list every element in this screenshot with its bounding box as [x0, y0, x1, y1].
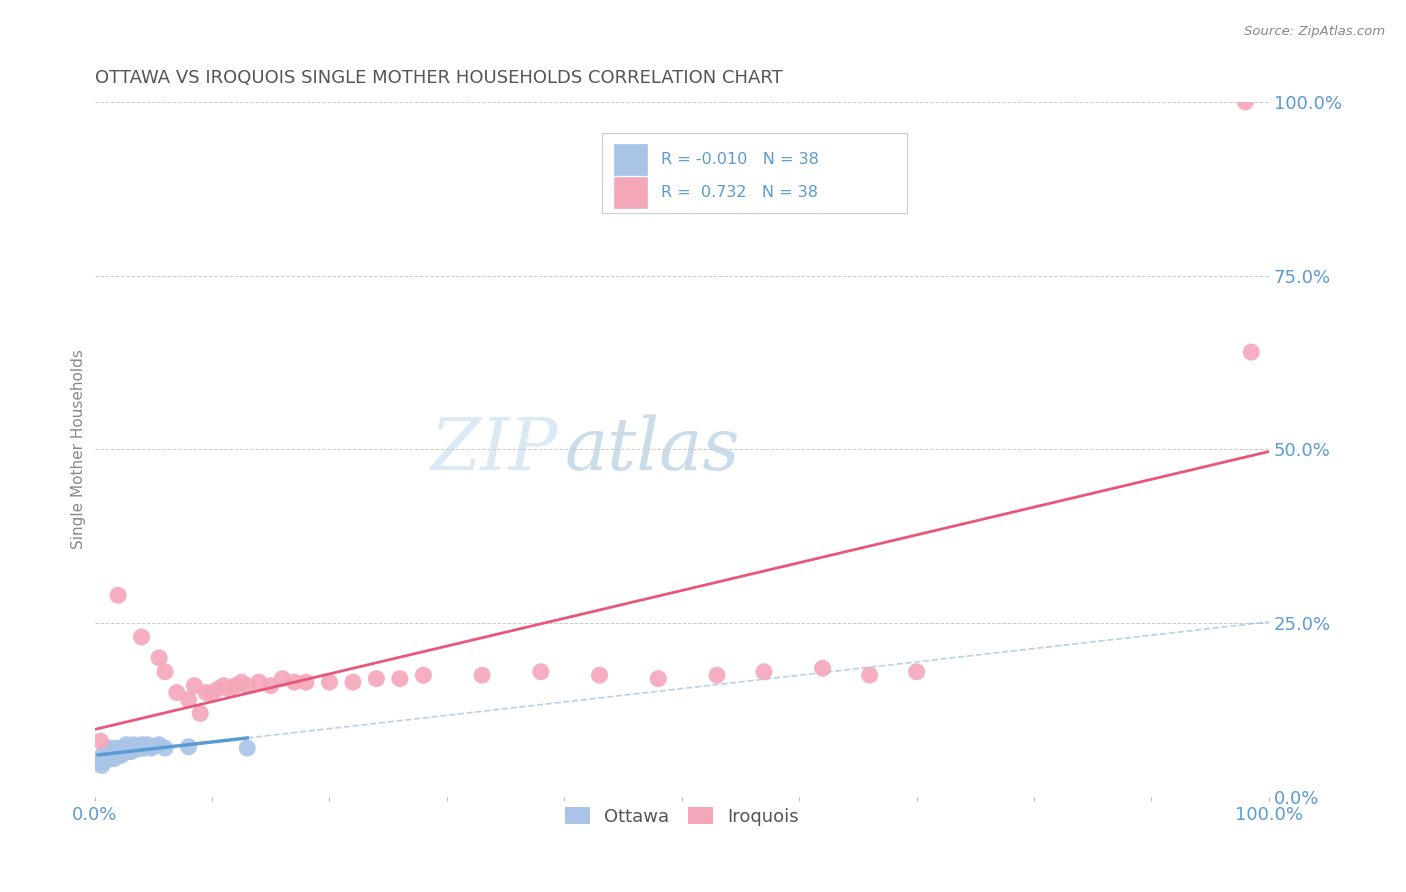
Point [811, 661, 834, 675]
Point [207, 682, 229, 697]
Point [107, 588, 129, 602]
Point [97, 751, 120, 765]
Point [122, 738, 145, 752]
Bar [613, 177, 647, 208]
Text: Source: ZipAtlas.com: Source: ZipAtlas.com [1244, 25, 1385, 38]
Point [295, 675, 318, 690]
Point [366, 672, 388, 686]
Point [128, 741, 150, 756]
Point [117, 745, 139, 759]
Point [224, 679, 246, 693]
Point [153, 741, 176, 756]
Point [183, 679, 205, 693]
Point [132, 741, 155, 756]
Point [201, 685, 224, 699]
Bar [613, 144, 647, 175]
Point [115, 738, 138, 752]
Point [859, 668, 882, 682]
Point [104, 741, 127, 756]
Point [136, 738, 159, 752]
Point [96, 745, 118, 759]
Point [188, 706, 211, 721]
Point [752, 665, 775, 679]
Point [706, 668, 728, 682]
Point [260, 679, 283, 693]
Point [89, 751, 111, 765]
Point [236, 741, 259, 756]
Point [110, 748, 132, 763]
Point [110, 741, 132, 756]
Point [120, 745, 142, 759]
Point [107, 745, 129, 759]
Point [342, 675, 364, 690]
Point [318, 675, 340, 690]
Point [195, 685, 218, 699]
Legend: Ottawa, Iroquois: Ottawa, Iroquois [557, 800, 806, 833]
Text: atlas: atlas [564, 414, 740, 484]
Point [93, 755, 115, 769]
Point [87, 755, 110, 769]
Point [166, 685, 188, 699]
Point [530, 665, 553, 679]
Point [112, 745, 135, 759]
Point [100, 751, 122, 765]
Point [134, 739, 156, 754]
Point [1234, 95, 1257, 109]
Point [231, 675, 253, 690]
Point [131, 630, 153, 644]
Point [124, 742, 146, 756]
Point [388, 672, 411, 686]
Point [905, 665, 928, 679]
Point [131, 738, 153, 752]
Point [236, 679, 259, 693]
Point [139, 741, 162, 756]
Point [148, 650, 170, 665]
Point [98, 741, 121, 756]
Point [142, 739, 165, 754]
Point [177, 739, 200, 754]
Point [218, 682, 240, 697]
Point [153, 665, 176, 679]
Text: OTTAWA VS IROQUOIS SINGLE MOTHER HOUSEHOLDS CORRELATION CHART: OTTAWA VS IROQUOIS SINGLE MOTHER HOUSEHO… [94, 69, 782, 87]
FancyBboxPatch shape [602, 133, 907, 213]
Point [471, 668, 494, 682]
Point [125, 739, 148, 754]
Text: ZIP: ZIP [432, 414, 558, 484]
Point [91, 748, 114, 763]
Point [108, 748, 131, 763]
Point [1240, 345, 1263, 359]
Point [588, 668, 610, 682]
Point [647, 672, 669, 686]
Point [90, 758, 112, 772]
Point [247, 675, 270, 690]
Point [177, 692, 200, 706]
Point [103, 745, 125, 759]
Point [118, 741, 141, 756]
Point [212, 679, 235, 693]
Text: R =  0.732   N = 38: R = 0.732 N = 38 [661, 185, 818, 200]
Point [96, 748, 118, 763]
Point [148, 738, 170, 752]
Point [271, 672, 294, 686]
Point [283, 675, 305, 690]
Point [89, 734, 111, 748]
Y-axis label: Single Mother Households: Single Mother Households [72, 350, 86, 549]
Point [114, 741, 136, 756]
Text: R = -0.010   N = 38: R = -0.010 N = 38 [661, 153, 818, 167]
Point [103, 751, 125, 765]
Point [412, 668, 434, 682]
Point [101, 748, 124, 763]
